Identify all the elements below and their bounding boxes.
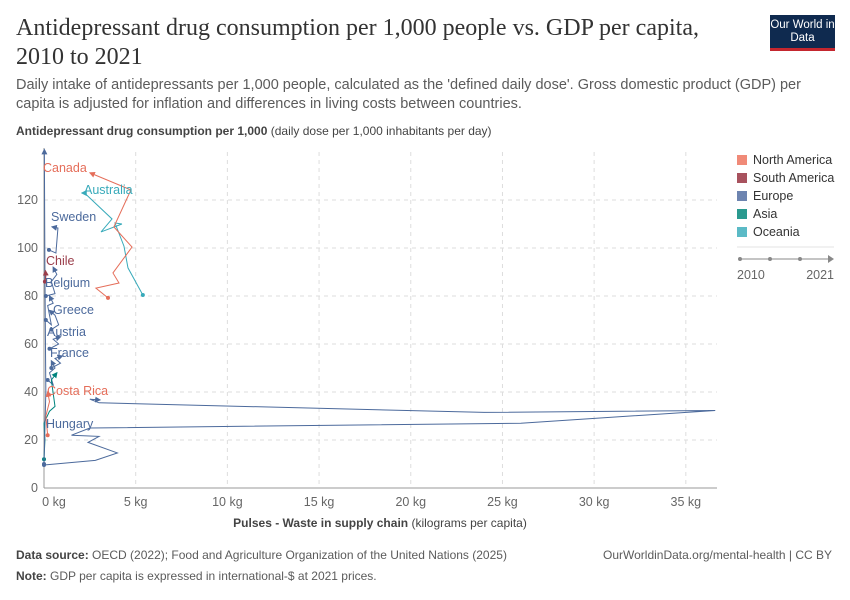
series-start-point xyxy=(49,327,54,332)
x-tick-label: 20 kg xyxy=(395,495,426,509)
legend-label: Europe xyxy=(753,189,794,203)
series-start-point xyxy=(49,366,54,370)
legend-item-oceania[interactable]: Oceania xyxy=(737,223,834,241)
source-text[interactable]: OECD (2022); Food and Agriculture Organi… xyxy=(92,548,507,562)
series-line-unlabeled xyxy=(41,148,48,465)
legend-item-north-america[interactable]: North America xyxy=(737,151,834,169)
timeline-tick xyxy=(768,257,772,261)
series-line-austria xyxy=(49,335,62,350)
x-tick-label: 5 kg xyxy=(124,495,148,509)
series-line-hungary xyxy=(43,396,716,466)
note: Note: GDP per capita is expressed in int… xyxy=(16,569,377,583)
source-label: Data source: xyxy=(16,548,89,562)
y-tick-label: 0 xyxy=(31,481,38,495)
legend-item-south-america[interactable]: South America xyxy=(737,169,834,187)
legend-swatch xyxy=(737,173,747,183)
series-start-point xyxy=(45,378,50,382)
series-start-point xyxy=(47,346,52,351)
y-tick-label: 80 xyxy=(24,289,38,303)
x-tick-label: 35 kg xyxy=(671,495,702,509)
series-label-greece: Greece xyxy=(53,303,94,317)
series-label-canada: Canada xyxy=(43,161,87,175)
x-tick-label: 0 kg xyxy=(42,495,66,509)
x-axis-label-main: Pulses - Waste in supply chain xyxy=(233,516,409,530)
series-start-point xyxy=(46,247,51,252)
series-label-sweden: Sweden xyxy=(51,210,96,224)
series-start-point xyxy=(105,295,110,300)
series-line-canada xyxy=(88,171,133,299)
x-axis-label: Pulses - Waste in supply chain (kilogram… xyxy=(0,516,760,530)
legend-label: South America xyxy=(753,171,835,185)
timeline-start: 2010 xyxy=(737,268,765,282)
timeline-arrow-icon xyxy=(828,255,834,263)
series-line-belgium xyxy=(45,266,59,297)
y-tick-label: 100 xyxy=(17,241,38,255)
source-url[interactable]: OurWorldinData.org/mental-health | CC BY xyxy=(603,548,832,562)
series-start-point xyxy=(43,318,48,322)
note-text: GDP per capita is expressed in internati… xyxy=(50,569,377,583)
series-line-sweden xyxy=(48,224,59,254)
timeline-tick xyxy=(738,257,742,261)
series-label-chile: Chile xyxy=(46,254,75,268)
timeline-end: 2021 xyxy=(806,268,834,282)
x-axis-label-unit: (kilograms per capita) xyxy=(411,516,527,530)
x-tick-label: 15 kg xyxy=(304,495,335,509)
series-line-australia xyxy=(80,190,144,296)
legend-swatch xyxy=(737,227,747,237)
series-start-point xyxy=(45,433,50,438)
legend: North America South America Europe Asia … xyxy=(737,151,834,241)
series-line-unlabeled xyxy=(45,294,55,327)
y-tick-label: 60 xyxy=(24,337,38,351)
legend-item-asia[interactable]: Asia xyxy=(737,205,834,223)
series-start-point xyxy=(140,293,145,298)
series-start-point xyxy=(43,294,48,298)
y-tick-label: 20 xyxy=(24,433,38,447)
y-tick-label: 40 xyxy=(24,385,38,399)
series-label-belgium: Belgium xyxy=(45,276,90,290)
legend-swatch xyxy=(737,191,747,201)
series-label-australia: Australia xyxy=(84,183,133,197)
legend-label: Asia xyxy=(753,207,778,221)
series-label-hungary: Hungary xyxy=(46,417,94,431)
series-line-greece xyxy=(48,309,60,331)
legend-item-europe[interactable]: Europe xyxy=(737,187,834,205)
series-line-france xyxy=(51,354,64,369)
timeline-tick xyxy=(798,257,802,261)
y-axis-label-unit: (daily dose per 1,000 inhabitants per da… xyxy=(270,124,492,138)
series-label-france: France xyxy=(50,346,89,360)
legend-label: Oceania xyxy=(753,225,800,239)
series-start-point xyxy=(42,279,47,284)
x-tick-label: 10 kg xyxy=(212,495,243,509)
data-source: Data source: OECD (2022); Food and Agric… xyxy=(16,548,507,562)
owid-logo[interactable]: Our World in Data xyxy=(770,15,835,51)
y-tick-label: 120 xyxy=(17,193,38,207)
series-label-costa-rica: Costa Rica xyxy=(47,384,108,398)
note-label: Note: xyxy=(16,569,47,583)
legend-swatch xyxy=(737,209,747,219)
chart-title: Antidepressant drug consumption per 1,00… xyxy=(16,15,699,70)
y-axis-label-main: Antidepressant drug consumption per 1,00… xyxy=(16,124,268,138)
x-tick-label: 30 kg xyxy=(579,495,610,509)
series-line-costa-rica xyxy=(45,390,52,436)
legend-swatch xyxy=(737,155,747,165)
series-start-point xyxy=(42,462,46,467)
series-label-austria: Austria xyxy=(47,325,86,339)
x-tick-label: 25 kg xyxy=(487,495,518,509)
y-axis-label: Antidepressant drug consumption per 1,00… xyxy=(16,124,492,138)
chart-subtitle: Daily intake of antidepressants per 1,00… xyxy=(16,77,801,112)
legend-label: North America xyxy=(753,153,833,167)
